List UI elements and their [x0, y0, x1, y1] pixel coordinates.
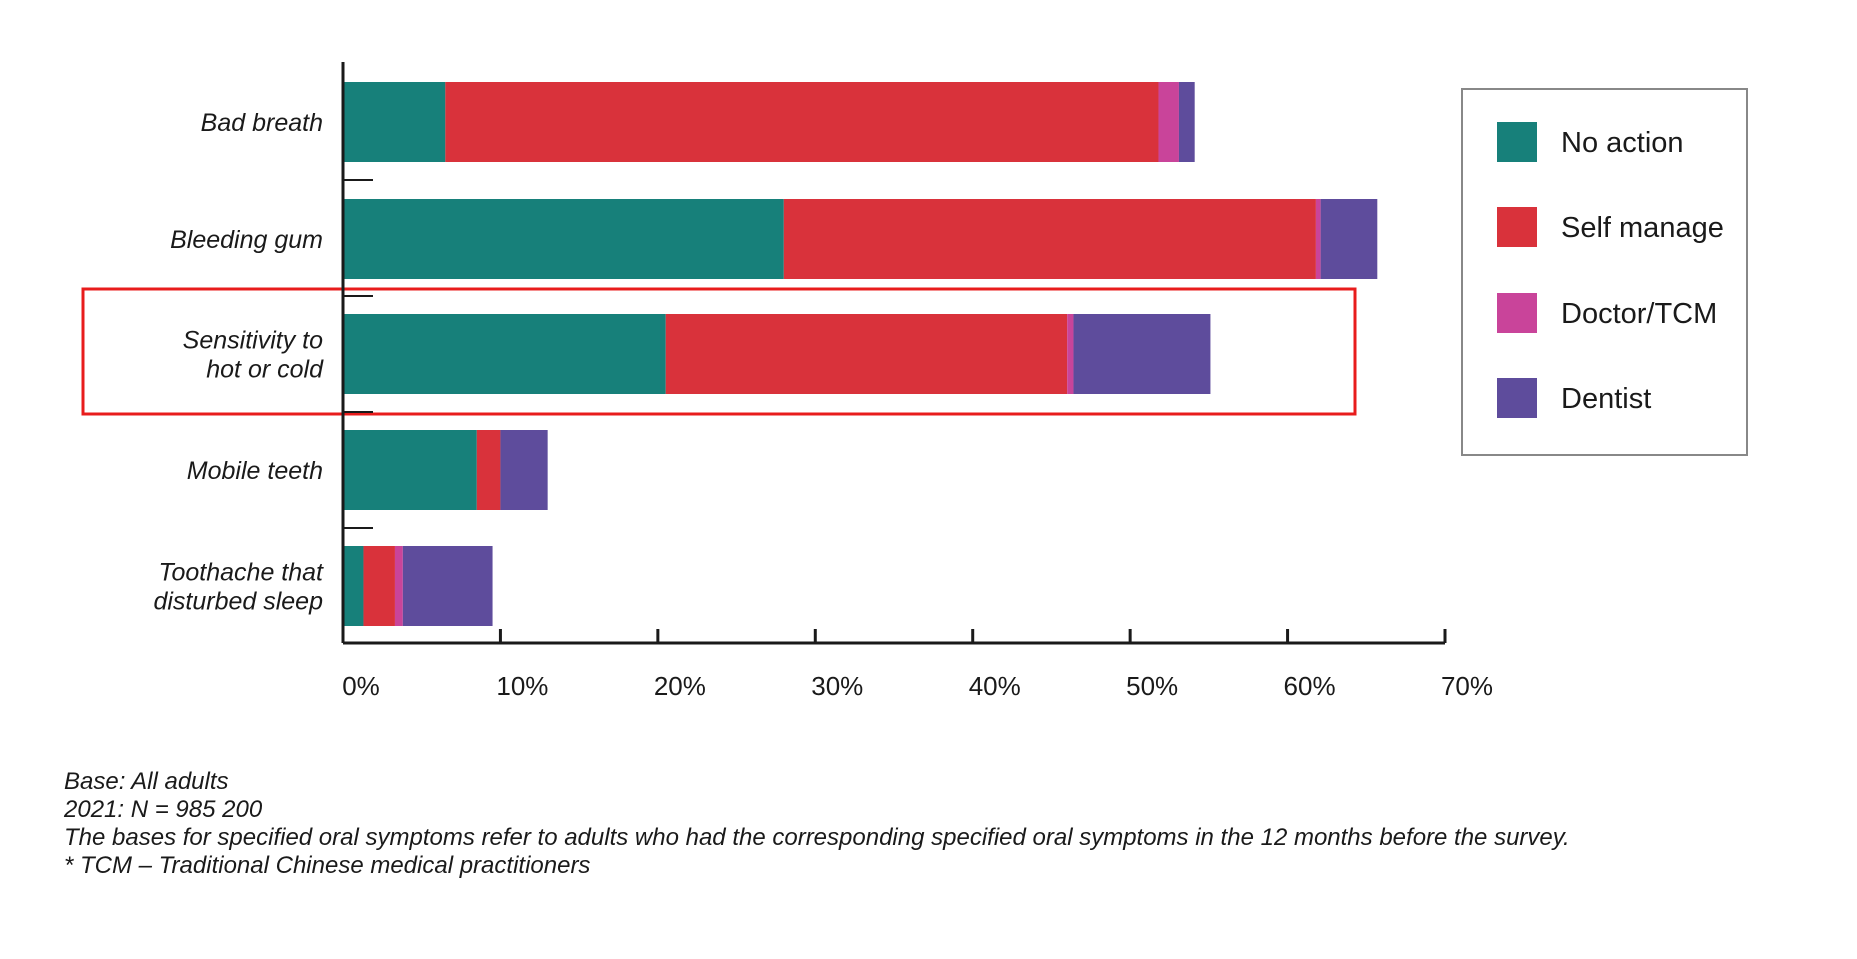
x-tick-label-1: 10%	[496, 671, 548, 701]
x-tick-label-7: 70%	[1441, 671, 1493, 701]
bar-bleeding-gum-no-action	[343, 199, 784, 279]
bar-sensitivity-to-hot-or-cold-doctor-tcm	[1067, 314, 1074, 394]
bar-toothache-that-disturbed-sleep-self-manage	[363, 546, 395, 626]
bar-sensitivity-to-hot-or-cold-no-action	[343, 314, 666, 394]
bar-bleeding-gum-dentist	[1320, 199, 1378, 279]
footnotes: Base: All adults 2021: N = 985 200 The b…	[64, 768, 1844, 880]
footnote-base: Base: All adults	[64, 768, 229, 795]
legend-swatch-doctor-tcm	[1497, 293, 1537, 333]
x-tick-label-0: 0%	[342, 671, 380, 701]
x-tick-label-2: 20%	[654, 671, 706, 701]
category-label-sensitivity-to-hot-or-cold-line1: Sensitivity to	[183, 327, 323, 355]
legend-label-self-manage: Self manage	[1561, 212, 1724, 244]
x-tick-label-4: 40%	[969, 671, 1021, 701]
bar-bad-breath-doctor-tcm	[1158, 82, 1179, 162]
bar-mobile-teeth-self-manage	[476, 430, 501, 510]
bar-bleeding-gum-self-manage	[783, 199, 1316, 279]
bar-mobile-teeth-no-action	[343, 430, 477, 510]
category-label-toothache-that-disturbed-sleep-line1: Toothache that	[159, 559, 325, 587]
x-tick-label-6: 60%	[1284, 671, 1336, 701]
bar-bad-breath-self-manage	[445, 82, 1159, 162]
highlight-box-sensitivity-to-hot-or-cold	[81, 287, 1357, 416]
legend-swatch-self-manage	[1497, 207, 1537, 247]
bar-bad-breath-dentist	[1178, 82, 1195, 162]
legend-label-no-action: No action	[1561, 127, 1684, 159]
legend-label-dentist: Dentist	[1561, 383, 1651, 415]
x-tick-label-5: 50%	[1126, 671, 1178, 701]
bar-sensitivity-to-hot-or-cold-dentist	[1073, 314, 1211, 394]
category-label-mobile-teeth: Mobile teeth	[187, 457, 323, 485]
bar-sensitivity-to-hot-or-cold-self-manage	[665, 314, 1068, 394]
footnote-tcm: * TCM – Traditional Chinese medical prac…	[64, 852, 591, 879]
bar-bleeding-gum-doctor-tcm	[1315, 199, 1321, 279]
x-tick-label-3: 30%	[811, 671, 863, 701]
legend-label-doctor-tcm: Doctor/TCM	[1561, 298, 1717, 330]
category-label-sensitivity-to-hot-or-cold-line2: hot or cold	[206, 356, 324, 384]
legend-swatch-dentist	[1497, 378, 1537, 418]
footnote-sample-size: 2021: N = 985 200	[64, 796, 263, 823]
legend-swatch-no-action	[1497, 122, 1537, 162]
category-label-bad-breath: Bad breath	[201, 109, 323, 137]
bar-mobile-teeth-dentist	[500, 430, 548, 510]
bar-bad-breath-no-action	[343, 82, 446, 162]
category-label-bleeding-gum: Bleeding gum	[170, 226, 323, 254]
category-label-toothache-that-disturbed-sleep-line2: disturbed sleep	[153, 588, 323, 616]
bar-toothache-that-disturbed-sleep-no-action	[343, 546, 364, 626]
footnote-note: The bases for specified oral symptoms re…	[64, 824, 1570, 851]
bar-toothache-that-disturbed-sleep-dentist	[402, 546, 493, 626]
bar-toothache-that-disturbed-sleep-doctor-tcm	[394, 546, 403, 626]
